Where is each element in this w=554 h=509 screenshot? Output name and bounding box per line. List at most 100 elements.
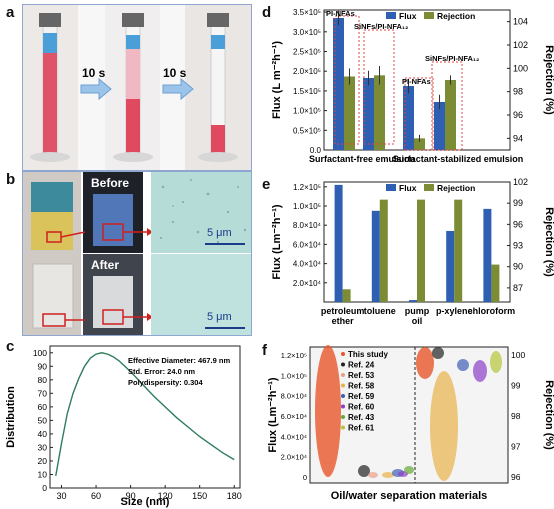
legend-swatch-rejection-d xyxy=(424,12,434,19)
tube-3-red xyxy=(211,125,225,153)
category-label-d: SiNFs/PI-NFA₁₂ xyxy=(354,22,408,31)
x-tick-label-c: 90 xyxy=(126,491,136,501)
category-label-d: SiNFs/PI-NFA₁₂ xyxy=(425,54,479,63)
y-axis-label-f: Flux (Lm⁻²h⁻¹) xyxy=(267,377,279,452)
legend-marker-f xyxy=(341,383,345,388)
ellipse-this-study-rej xyxy=(416,347,434,379)
y-tick-label-e: 2.0×10⁴ xyxy=(293,279,322,288)
legend-label-f: Ref. 58 xyxy=(348,382,375,391)
y-tick-label-e: 6.0×10⁴ xyxy=(293,240,322,249)
y2-tick-label-e: 102 xyxy=(513,177,528,187)
chart-d: 0.0 0.5×10⁵ 1.0×10⁵ 1.5×10⁵ 2.0×10⁵ 2.5×10⁵ 3.… xyxy=(271,8,554,164)
annotation-1: Std. Error: 24.0 nm xyxy=(128,367,195,376)
y2-tick-label-e: 96 xyxy=(513,219,523,229)
x-tick-label-c: 30 xyxy=(57,491,67,501)
y-tick-label-d: 2.0×10⁵ xyxy=(293,67,321,76)
rejection-bar xyxy=(454,199,463,302)
ellipse-ref58-rej xyxy=(430,371,458,481)
legend-marker-f xyxy=(341,415,345,419)
droplets xyxy=(159,179,247,244)
y-tick-label-d: 3.5×10⁵ xyxy=(293,8,321,17)
arrow-1-label: 10 s xyxy=(82,66,106,80)
tube-2-blue xyxy=(126,35,140,49)
x-tick-label-c: 120 xyxy=(158,491,173,501)
legend-label-flux-d: Flux xyxy=(399,11,417,21)
flux-bar xyxy=(363,78,374,150)
ellipse-ref61-rej xyxy=(490,351,502,373)
legend-marker-f xyxy=(341,404,345,409)
legend-swatch-flux-d xyxy=(386,12,396,19)
y2-tick-label-e: 87 xyxy=(513,283,523,293)
arrow-head-b3-icon xyxy=(147,228,153,236)
y2-tick-label-d: 104 xyxy=(513,17,528,27)
legend-label-f: Ref. 43 xyxy=(348,413,375,422)
y-tick-label-c: 20 xyxy=(38,456,48,466)
annotation-2: Polydispersity: 0.304 xyxy=(128,378,203,387)
rejection-bar xyxy=(379,199,388,302)
category-label-e: chloroform xyxy=(468,306,516,316)
group-label-d: Surfactant-stabilized emulsion xyxy=(393,154,524,164)
flux-bar xyxy=(434,102,445,150)
y-tick-label-c: 50 xyxy=(38,415,48,425)
x-tick-label-c: 60 xyxy=(91,491,101,501)
category-label-e: petroleum xyxy=(321,306,365,316)
legend-label-f: Ref. 53 xyxy=(348,371,375,380)
chart-c: 30 60 90 120 150 180 0 10 20 30 40 50 60 70 80 90 100 Eff… xyxy=(5,345,242,508)
y-axis-label-c: Distribution xyxy=(5,386,17,448)
y-tick-label-f: 0 xyxy=(303,473,307,482)
y-tick-label-f: 2.0×10⁴ xyxy=(281,453,307,462)
rejection-bar xyxy=(414,138,425,150)
y2-axis-label-f: Rejection (%) xyxy=(543,380,554,450)
panel-label-f: f xyxy=(262,342,267,359)
micrograph-before xyxy=(151,172,251,253)
flux-bar xyxy=(446,230,455,302)
legend-label-f: Ref. 59 xyxy=(348,392,375,401)
legend-marker-f xyxy=(341,362,345,367)
x-axis-label-c: Size (nm) xyxy=(121,496,170,508)
y2-axis-label-e: Rejection (%) xyxy=(543,207,554,277)
category-label-e: toluene xyxy=(364,306,396,316)
ellipse-ref59-rej xyxy=(457,359,469,371)
legend-swatch-rejection-e xyxy=(424,184,434,191)
legend-label-f: Ref. 60 xyxy=(348,403,375,412)
legend-marker-f xyxy=(341,352,345,356)
panel-label-e: e xyxy=(262,176,271,193)
rejection-bar xyxy=(491,264,500,302)
clamp-2 xyxy=(122,13,144,27)
y-tick-label-d: 1.0×10⁵ xyxy=(293,107,321,116)
y2-tick-label-f: 96 xyxy=(511,472,521,482)
legend-label-rejection-e: Rejection xyxy=(437,183,475,193)
y2-tick-label-d: 102 xyxy=(513,40,528,50)
vial-emulsion-lower xyxy=(31,212,73,250)
y-tick-label-d: 0.5×10⁵ xyxy=(293,126,321,135)
rejection-bar xyxy=(445,80,456,150)
category-label-d: PI-NFAs xyxy=(402,77,431,86)
tube-1-blue xyxy=(43,33,57,53)
y2-axis-label-d: Rejection (%) xyxy=(543,45,554,115)
y-tick-label-f: 1.2×10⁵ xyxy=(281,351,307,360)
y-tick-label-f: 8.0×10⁴ xyxy=(281,392,307,401)
flux-bar xyxy=(333,18,344,150)
clamp-3 xyxy=(207,13,229,27)
legend-swatch-flux-e xyxy=(386,184,396,191)
highlight-box-3 xyxy=(431,61,463,151)
y2-tick-label-d: 96 xyxy=(513,110,523,120)
y2-tick-label-e: 99 xyxy=(513,198,523,208)
y2-tick-label-f: 97 xyxy=(511,442,521,452)
micrograph-after xyxy=(151,254,251,335)
arrow-1-icon xyxy=(80,77,112,101)
label-before: Before xyxy=(91,176,130,190)
y-tick-label-e: 1.0×10⁵ xyxy=(293,202,321,211)
highlight-box-0 xyxy=(334,15,360,145)
ellipse-ref24-rej xyxy=(432,347,444,359)
legend-marker-f xyxy=(341,425,345,430)
x-tick-label-c: 180 xyxy=(227,491,242,501)
ellipse-ref58-flux xyxy=(382,472,394,478)
y-axis-label-e: Flux (Lm⁻²h⁻¹) xyxy=(271,204,283,279)
y2-tick-label-e: 93 xyxy=(513,241,523,251)
chart-e: 2.0×10⁴ 4.0×10⁴ 6.0×10⁴ 8.0×10⁴ 1.0×10⁵ 1.2×1… xyxy=(271,177,554,326)
y-tick-label-c: 60 xyxy=(38,402,48,412)
y-tick-label-f: 4.0×10⁴ xyxy=(281,432,307,441)
distribution-line xyxy=(55,352,235,476)
y-tick-label-c: 80 xyxy=(38,375,48,385)
